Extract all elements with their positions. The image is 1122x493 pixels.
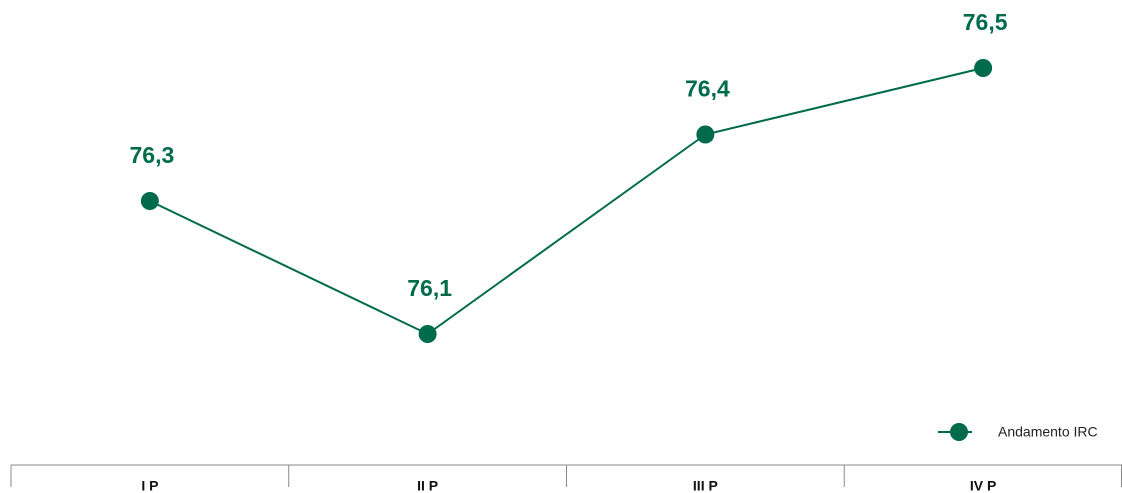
legend-label: Andamento IRC [998,424,1098,440]
value-label: 76,1 [407,275,452,301]
legend-marker [950,423,968,441]
x-tick-label: I P [141,478,158,493]
x-tick-label: II P [417,478,438,493]
series-line [149,67,984,336]
x-tick-label: IV P [970,478,996,493]
data-point [974,59,993,77]
x-tick-label: III P [693,478,718,493]
data-point [418,325,437,343]
value-label: 76,3 [129,142,174,168]
value-label: 76,5 [963,9,1008,35]
value-label: 76,4 [685,76,730,102]
data-point [140,192,159,210]
data-point [696,125,715,144]
